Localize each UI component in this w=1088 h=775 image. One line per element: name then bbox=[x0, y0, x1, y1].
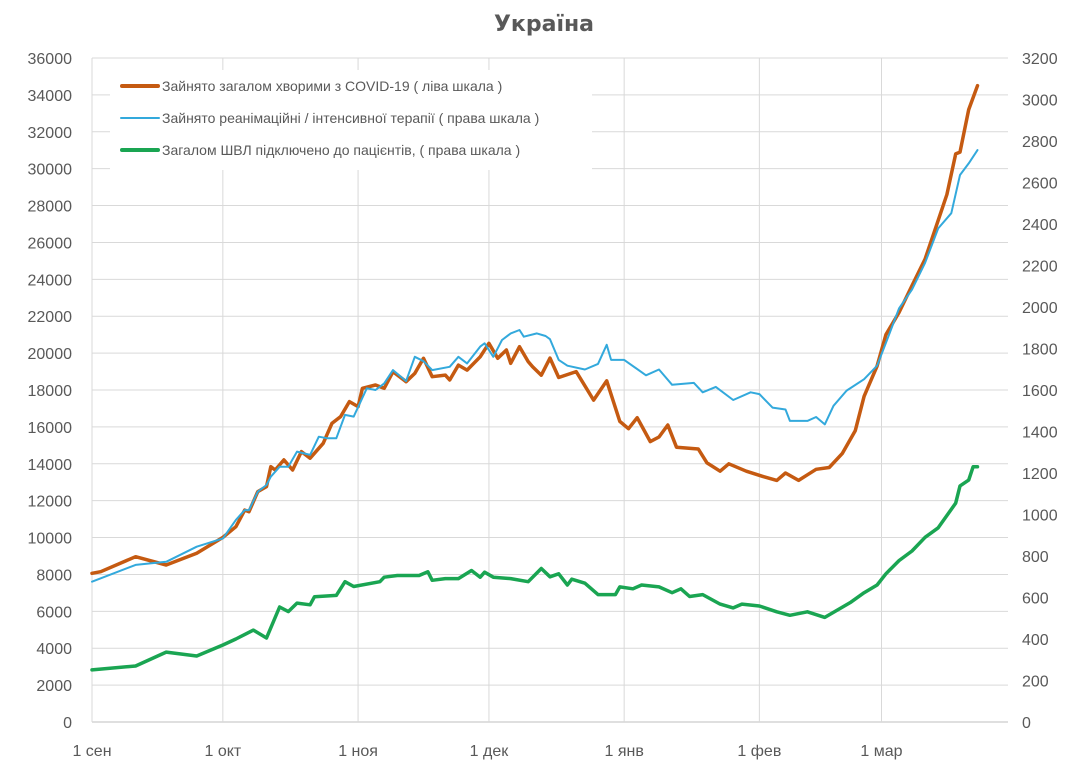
legend-label: Загалом ШВЛ підключено до пацієнтів, ( п… bbox=[162, 142, 521, 158]
left-tick-label: 28000 bbox=[28, 199, 73, 216]
right-tick-label: 1600 bbox=[1022, 383, 1058, 400]
right-tick-label: 3000 bbox=[1022, 93, 1058, 110]
chart-title: Україна bbox=[493, 12, 595, 37]
left-tick-label: 10000 bbox=[28, 531, 73, 548]
left-tick-label: 22000 bbox=[28, 309, 73, 326]
left-tick-label: 8000 bbox=[36, 567, 72, 584]
left-tick-label: 24000 bbox=[28, 272, 73, 289]
legend-item-icu: Зайнято реанімаційні / інтенсивної терап… bbox=[120, 108, 539, 128]
legend-swatch bbox=[120, 117, 160, 119]
right-tick-label: 600 bbox=[1022, 591, 1049, 608]
x-tick-label: 1 дек bbox=[470, 743, 510, 760]
legend-item-total-patients: Зайнято загалом хворими з COVID-19 ( лів… bbox=[120, 76, 502, 96]
series-lines bbox=[90, 83, 980, 672]
left-tick-label: 6000 bbox=[36, 604, 72, 621]
right-tick-label: 1400 bbox=[1022, 425, 1058, 442]
legend-swatch bbox=[120, 148, 160, 152]
left-tick-label: 34000 bbox=[28, 88, 73, 105]
left-tick-label: 14000 bbox=[28, 457, 73, 474]
right-tick-label: 3200 bbox=[1022, 51, 1058, 68]
left-tick-label: 32000 bbox=[28, 125, 73, 142]
right-tick-label: 800 bbox=[1022, 549, 1049, 566]
x-tick-label: 1 сен bbox=[72, 743, 111, 760]
legend: Зайнято загалом хворими з COVID-19 ( лів… bbox=[110, 70, 592, 170]
x-tick-label: 1 янв bbox=[604, 743, 643, 760]
left-tick-label: 0 bbox=[63, 715, 72, 732]
series-line-0 bbox=[90, 83, 980, 576]
series-line-2 bbox=[90, 465, 980, 672]
left-y-axis: 0 2000 4000 6000 8000 10000 12000 14000 16000 180… bbox=[28, 51, 73, 732]
legend-swatch bbox=[120, 84, 160, 88]
right-tick-label: 2000 bbox=[1022, 300, 1058, 317]
left-tick-label: 36000 bbox=[28, 51, 73, 68]
left-tick-label: 18000 bbox=[28, 383, 73, 400]
left-tick-label: 2000 bbox=[36, 678, 72, 695]
legend-label: Зайнято загалом хворими з COVID-19 ( лів… bbox=[162, 78, 503, 94]
left-tick-label: 26000 bbox=[28, 235, 73, 252]
left-tick-label: 4000 bbox=[36, 641, 72, 658]
left-tick-label: 12000 bbox=[28, 494, 73, 511]
x-tick-label: 1 окт bbox=[204, 743, 241, 760]
x-tick-label: 1 мар bbox=[860, 743, 902, 760]
right-y-axis: 0 200 400 600 800 1000 1200 1400 1600 1800 2000 220… bbox=[1022, 51, 1058, 732]
right-tick-label: 1000 bbox=[1022, 508, 1058, 525]
right-tick-label: 200 bbox=[1022, 674, 1049, 691]
right-tick-label: 2400 bbox=[1022, 217, 1058, 234]
right-tick-label: 1200 bbox=[1022, 466, 1058, 483]
series-line-1 bbox=[91, 149, 979, 583]
right-tick-label: 2600 bbox=[1022, 176, 1058, 193]
x-axis: 1 сен 1 окт 1 ноя 1 дек 1 янв 1 фев 1 мар bbox=[72, 743, 902, 760]
legend-label: Зайнято реанімаційні / інтенсивної терап… bbox=[162, 110, 540, 126]
left-tick-label: 30000 bbox=[28, 162, 73, 179]
x-tick-label: 1 фев bbox=[737, 743, 781, 760]
right-tick-label: 1800 bbox=[1022, 342, 1058, 359]
right-tick-label: 2800 bbox=[1022, 134, 1058, 151]
right-tick-label: 2200 bbox=[1022, 259, 1058, 276]
left-tick-label: 20000 bbox=[28, 346, 73, 363]
left-tick-label: 16000 bbox=[28, 420, 73, 437]
x-tick-label: 1 ноя bbox=[338, 743, 378, 760]
right-tick-label: 400 bbox=[1022, 632, 1049, 649]
legend-item-ventilators: Загалом ШВЛ підключено до пацієнтів, ( п… bbox=[120, 140, 520, 160]
right-tick-label: 0 bbox=[1022, 715, 1031, 732]
